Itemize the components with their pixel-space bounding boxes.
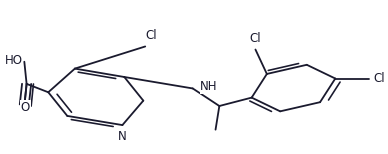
Text: Cl: Cl xyxy=(145,29,157,42)
Text: HO: HO xyxy=(4,54,23,67)
Text: Cl: Cl xyxy=(373,72,385,85)
Text: O: O xyxy=(21,101,30,114)
Text: NH: NH xyxy=(200,80,218,93)
Text: N: N xyxy=(118,130,127,143)
Text: Cl: Cl xyxy=(249,32,261,45)
